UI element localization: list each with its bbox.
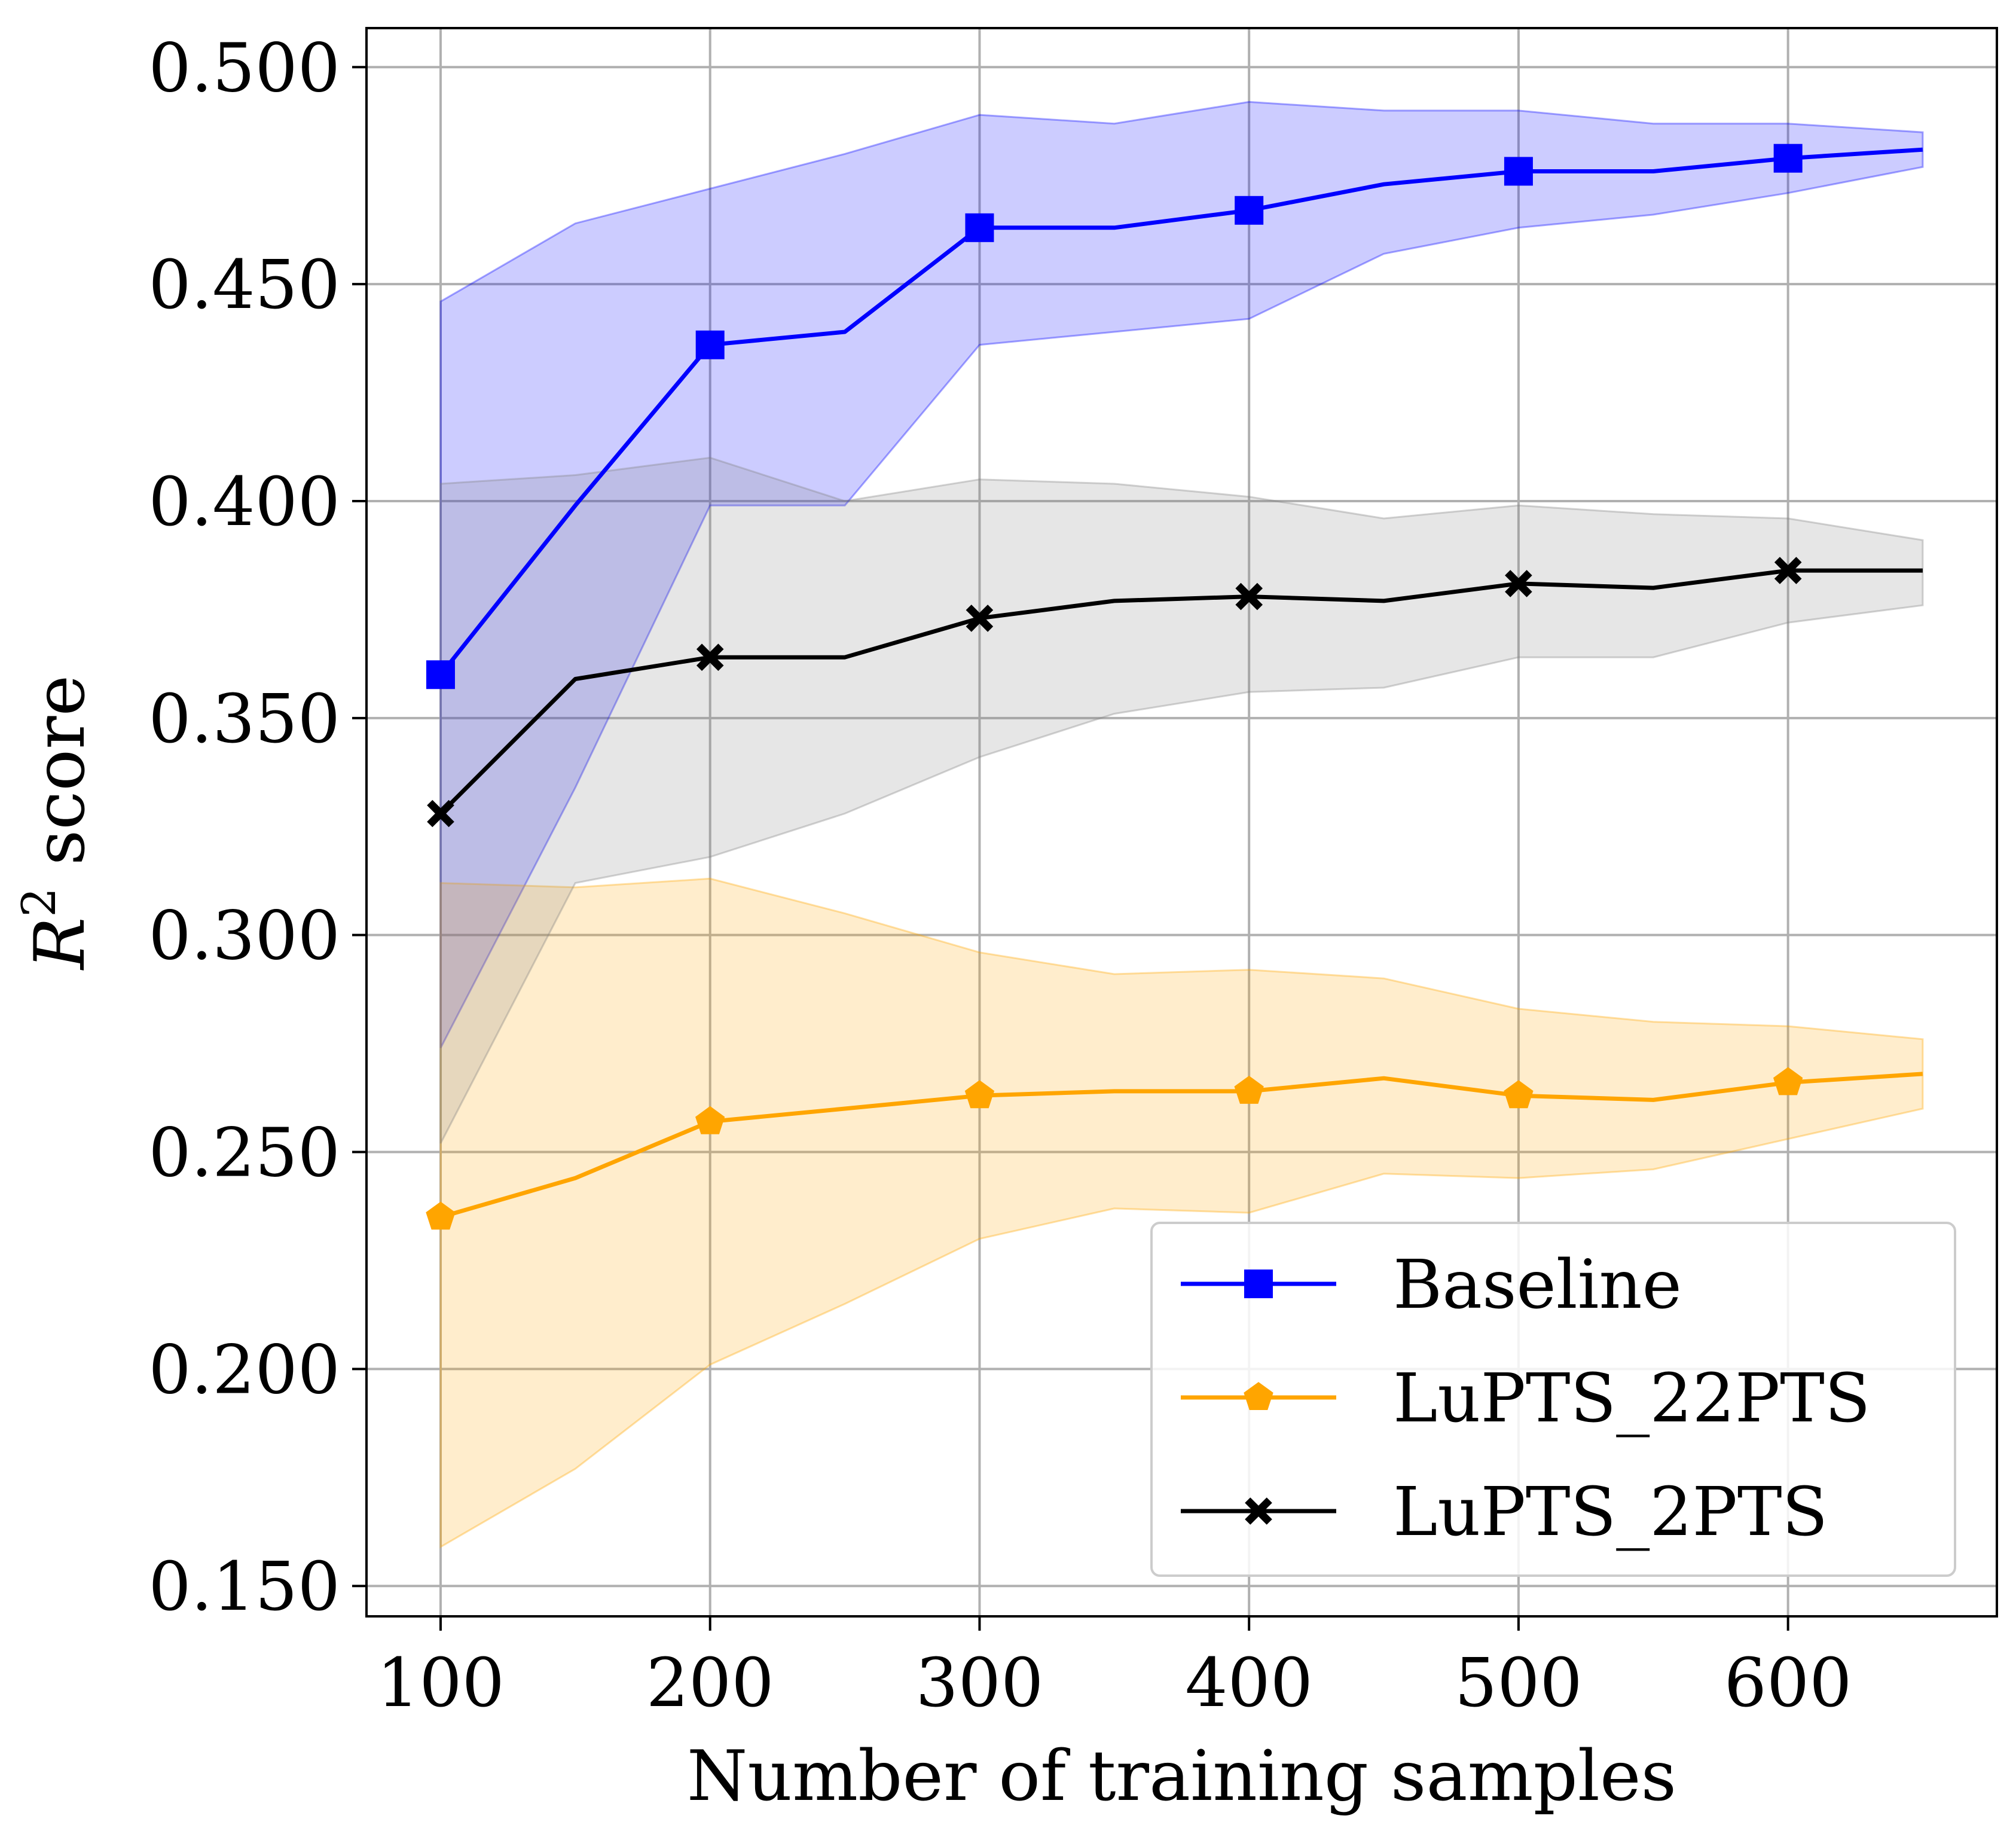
x-tick-label: 400 (1185, 1644, 1313, 1722)
x-tick-label: 600 (1724, 1644, 1852, 1722)
lupts-2pts-marker (427, 799, 454, 828)
lupts-2pts-marker (1774, 557, 1802, 584)
legend-items: Baseline LuPTS_22PTS LuPTS_2PTS (1181, 1246, 1871, 1551)
y-axis-title: R2 score (13, 675, 100, 971)
lupts-2pts-marker (966, 605, 994, 632)
y-tick-label: 0.350 (148, 680, 340, 758)
x-tick-label: 300 (916, 1644, 1044, 1722)
x-axis-title: Number of training samples (687, 1736, 1676, 1817)
lupts-22pts-line (440, 1072, 1923, 1219)
baseline-marker (1504, 157, 1533, 186)
y-tick-labels: 0.150 0.200 0.250 0.300 0.350 0.400 0.450 0.500 (148, 29, 340, 1626)
lupts-2pts-line (439, 568, 1923, 815)
x-tick-label: 200 (646, 1644, 774, 1722)
plot-frame (365, 27, 1998, 1618)
baseline-band (439, 100, 1924, 1049)
y-tick-label: 0.150 (148, 1548, 340, 1626)
lupts-22pts-marker (1234, 1076, 1264, 1104)
x-tick-label: 100 (377, 1644, 505, 1722)
legend-label: LuPTS_22PTS (1393, 1360, 1871, 1438)
lupts-22pts-marker (964, 1080, 995, 1109)
legend-box (1150, 1222, 1956, 1577)
legend-swatch-marker (1244, 1270, 1273, 1298)
y-tick-label: 0.200 (148, 1331, 340, 1409)
lupts-2pts-band (439, 456, 1924, 1144)
series-lines (439, 147, 1923, 1219)
baseline-marker (426, 660, 455, 689)
y-tick-label: 0.300 (148, 898, 340, 975)
legend-item-baseline: Baseline (1181, 1246, 1682, 1324)
legend: Baseline LuPTS_22PTS LuPTS_2PTS (1150, 1222, 1956, 1577)
baseline-line (439, 147, 1923, 676)
lupts-22pts-marker (1504, 1080, 1534, 1109)
y-axis-title-superscript: 2 (13, 887, 66, 917)
y-axis-title-rest: score (20, 675, 100, 887)
y-tick-label: 0.250 (148, 1115, 340, 1192)
legend-label: Baseline (1393, 1246, 1682, 1324)
lupts-22pts-band (439, 877, 1924, 1549)
y-tick-label: 0.400 (148, 463, 340, 541)
baseline-marker (1773, 144, 1803, 173)
lupts-2pts-marker (1235, 582, 1263, 611)
baseline-marker (1235, 196, 1264, 225)
lupts-22pts-marker (1773, 1067, 1803, 1095)
baseline-marker (695, 330, 725, 359)
baseline-marker (965, 213, 994, 242)
legend-swatch-marker (1244, 1382, 1273, 1410)
y-tick-label: 0.500 (148, 29, 340, 107)
x-tick-labels: 100 200 300 400 500 600 (377, 1644, 1852, 1722)
lupts-22pts-marker (426, 1201, 456, 1230)
confidence-bands (439, 100, 1924, 1549)
legend-swatch-marker (1245, 1497, 1272, 1525)
legend-item-lupts-22pts: LuPTS_22PTS (1181, 1360, 1871, 1438)
series-markers (426, 144, 1803, 1230)
legend-label: LuPTS_2PTS (1393, 1473, 1828, 1551)
y-axis-title-symbol: R (20, 917, 100, 971)
axis-ticks (352, 66, 1789, 1631)
lupts-22pts-marker (695, 1106, 725, 1134)
legend-item-lupts-2pts: LuPTS_2PTS (1181, 1473, 1828, 1551)
x-tick-label: 500 (1455, 1644, 1583, 1722)
y-tick-label: 0.450 (148, 246, 340, 324)
lupts-2pts-marker (1505, 570, 1532, 597)
lupts-2pts-marker (696, 643, 724, 671)
